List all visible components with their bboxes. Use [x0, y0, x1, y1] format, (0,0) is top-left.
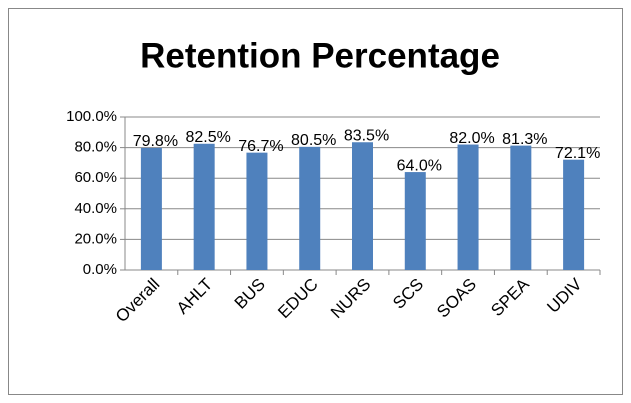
data-label: 82.5%	[185, 129, 230, 146]
bar	[140, 147, 162, 270]
y-tick-label: 40.0%	[74, 200, 117, 217]
bar	[404, 172, 426, 270]
data-label: 64.0%	[397, 157, 442, 174]
bar	[563, 159, 585, 270]
y-tick-label: 20.0%	[74, 230, 117, 247]
bar	[246, 152, 268, 270]
bar	[193, 143, 215, 270]
bar	[510, 145, 532, 270]
data-label: 82.0%	[449, 130, 494, 147]
chart-title: Retention Percentage	[140, 36, 500, 75]
data-label: 81.3%	[502, 131, 547, 148]
data-label: 76.7%	[238, 138, 283, 155]
data-label: 72.1%	[555, 145, 600, 162]
y-tick-label: 0.0%	[83, 261, 117, 278]
data-label: 80.5%	[291, 132, 336, 149]
data-label: 83.5%	[344, 127, 389, 144]
y-tick-label: 100.0%	[66, 108, 117, 125]
bar	[457, 144, 479, 270]
bar	[299, 146, 321, 270]
bar	[352, 142, 373, 270]
data-label: 79.8%	[133, 133, 178, 150]
y-tick-label: 60.0%	[74, 169, 117, 186]
y-tick-label: 80.0%	[74, 139, 117, 156]
